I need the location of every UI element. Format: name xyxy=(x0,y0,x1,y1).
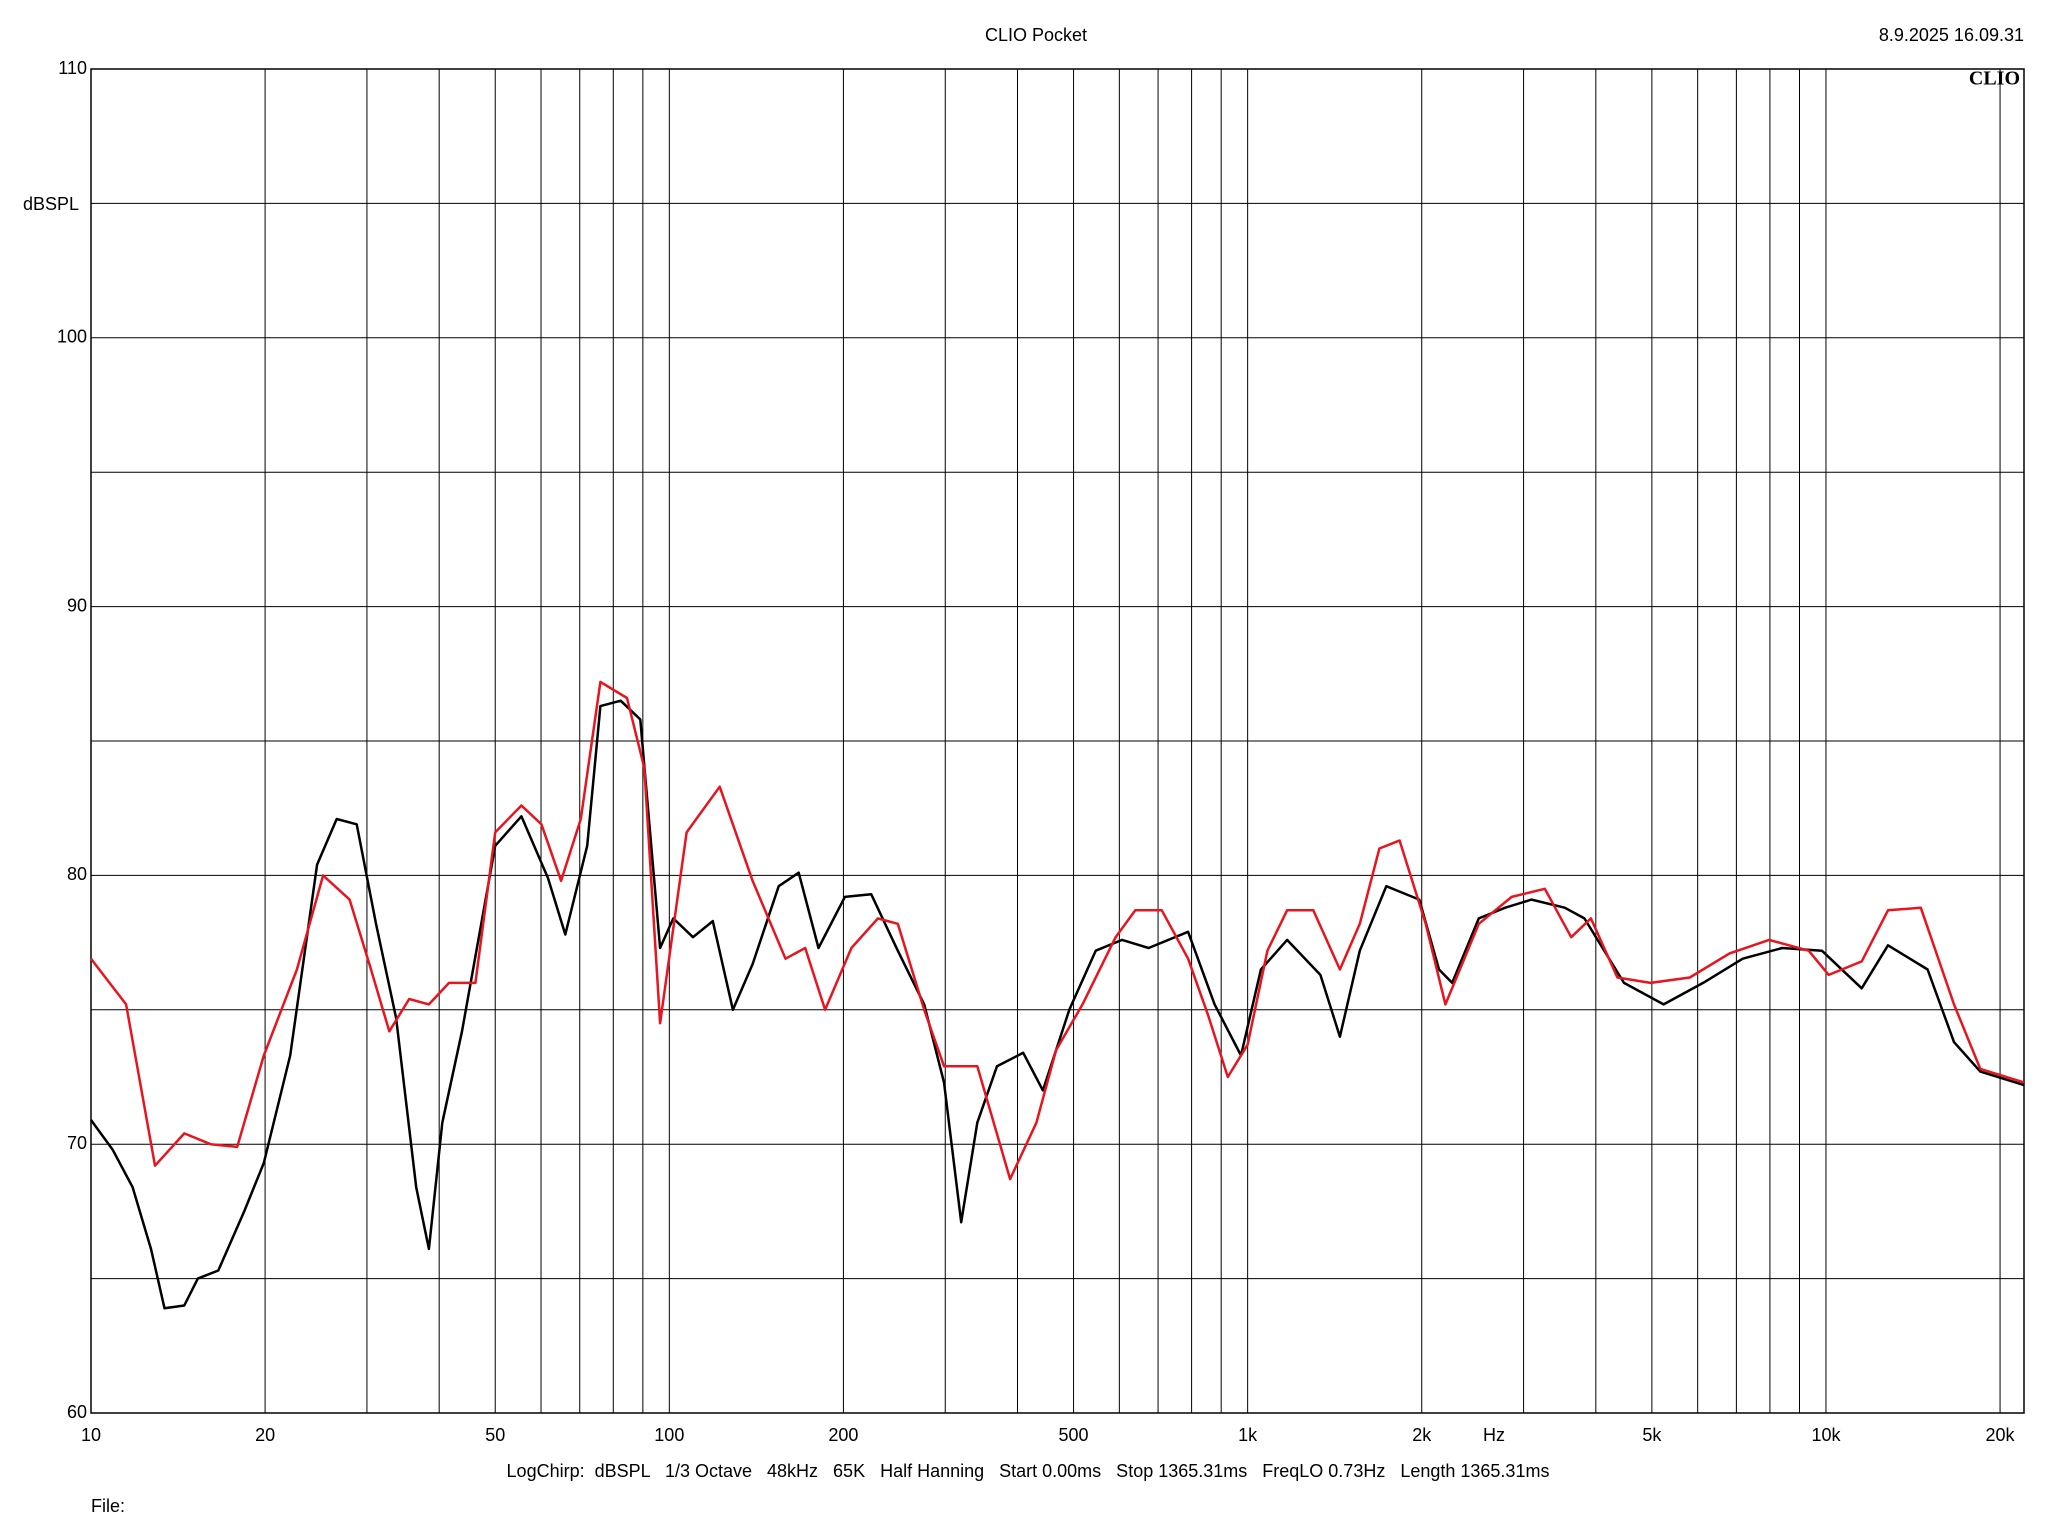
x-tick-label: 10 xyxy=(81,1425,101,1445)
y-tick-label: 100 xyxy=(57,327,87,347)
x-tick-label: 5k xyxy=(1642,1425,1662,1445)
x-tick-label: 50 xyxy=(485,1425,505,1445)
plot-frame xyxy=(90,68,2025,1414)
timestamp: 8.9.2025 16.09.31 xyxy=(1879,25,2024,45)
y-tick-label: 70 xyxy=(67,1133,87,1153)
x-tick-label: 10k xyxy=(1811,1425,1841,1445)
series-line xyxy=(89,699,2025,1310)
y-axis-label: dBSPL xyxy=(23,194,79,214)
file-label: File: xyxy=(91,1496,125,1516)
chart-title: CLIO Pocket xyxy=(985,25,1087,45)
y-tick-label: 60 xyxy=(67,1402,87,1422)
x-tick-label: 200 xyxy=(828,1425,858,1445)
x-tick-label: 2k xyxy=(1412,1425,1432,1445)
logo: CLIO xyxy=(1969,68,2020,90)
x-axis-label: Hz xyxy=(1483,1425,1505,1445)
footer: LogChirp: dBSPL 1/3 Octave 48kHz 65K Hal… xyxy=(507,1461,1550,1481)
x-tick-label: 20k xyxy=(1986,1425,2016,1445)
y-tick-label: 90 xyxy=(67,595,87,615)
series-line xyxy=(90,680,2025,1181)
y-tick-label: 110 xyxy=(58,58,87,78)
x-tick-label: 500 xyxy=(1059,1425,1089,1445)
x-tick-label: 20 xyxy=(255,1425,275,1445)
x-tick-label: 1k xyxy=(1238,1425,1258,1445)
y-tick-label: 80 xyxy=(67,864,87,884)
x-tick-label: 100 xyxy=(654,1425,684,1445)
